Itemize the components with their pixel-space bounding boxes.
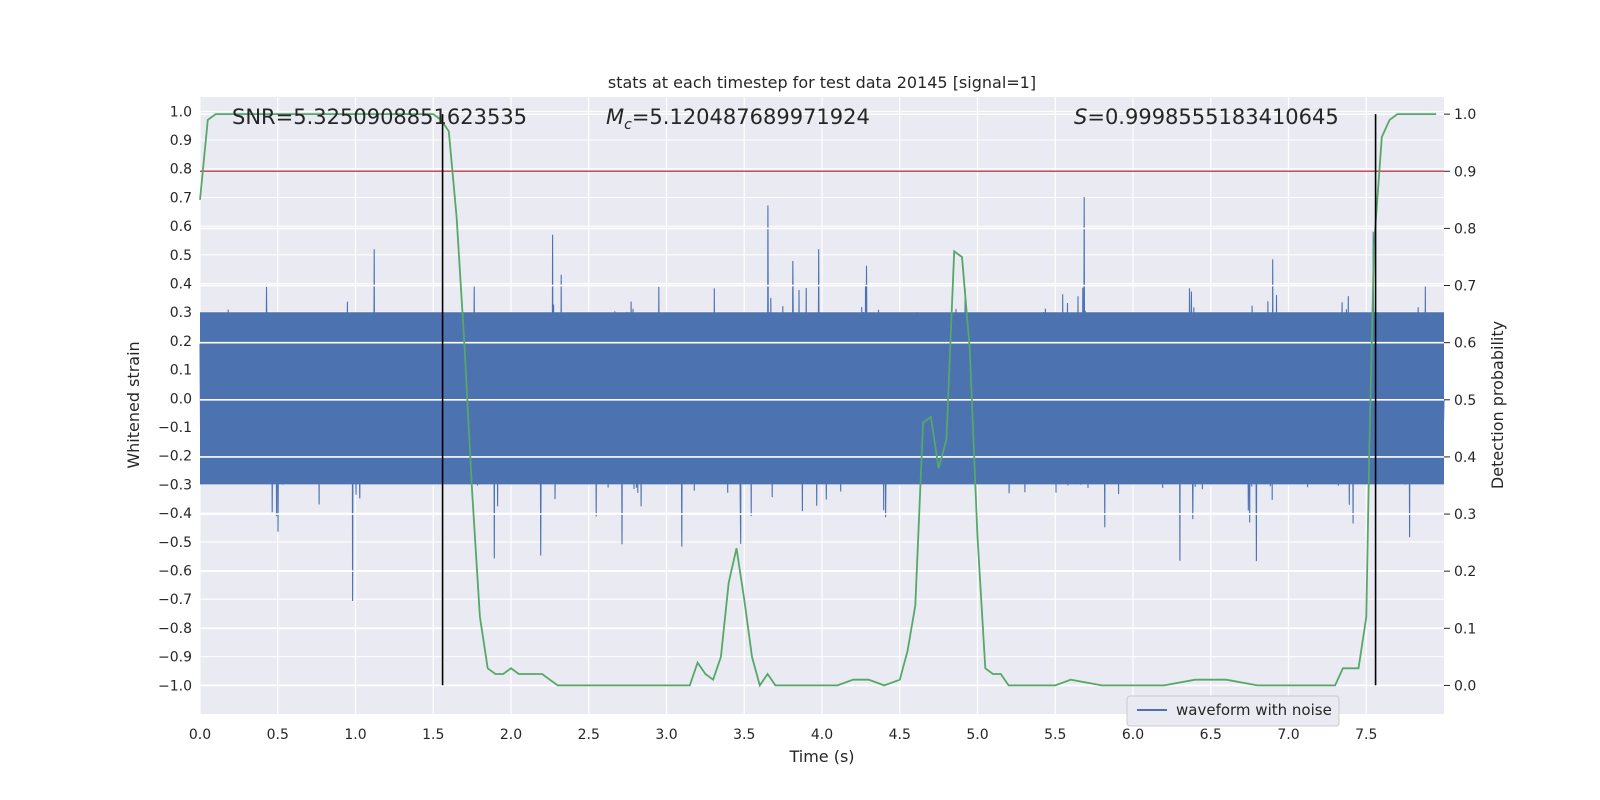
legend-box xyxy=(1126,695,1340,727)
x-tick-label: 6.0 xyxy=(1122,727,1144,743)
s-annotation: S=0.9998555183410645 xyxy=(1074,105,1339,129)
legend-entry: waveform with noise xyxy=(1176,701,1332,719)
vertical-markers xyxy=(441,114,1377,686)
waveform-with-noise-series xyxy=(199,196,1445,602)
x-tick-label: 3.5 xyxy=(733,727,755,743)
x-tick-label: 0.0 xyxy=(189,727,211,743)
y-left-tick-label: 0.0 xyxy=(170,391,192,407)
y-right-tick-label: 0.0 xyxy=(1454,678,1476,694)
x-tick-label: 7.5 xyxy=(1355,727,1377,743)
y-left-tick-label: −0.2 xyxy=(158,449,192,465)
x-tick-label: 6.5 xyxy=(1200,727,1222,743)
y-right-tick-label: 0.3 xyxy=(1454,507,1476,523)
x-tick-label: 1.0 xyxy=(344,727,366,743)
y-left-tick-label: −0.9 xyxy=(158,650,192,666)
x-tick-label: 3.0 xyxy=(655,727,677,743)
y-left-tick-label: −0.1 xyxy=(158,420,192,436)
detection-probability-line xyxy=(199,113,1437,688)
legend: waveform with noise xyxy=(1126,695,1340,727)
y-right-tick-label: 0.5 xyxy=(1454,393,1476,409)
x-tick-label: 4.0 xyxy=(811,727,833,743)
y-right-tick-label: 0.7 xyxy=(1454,279,1476,295)
x-tick-label: 0.5 xyxy=(267,727,289,743)
x-tick-label: 7.0 xyxy=(1277,727,1299,743)
y-left-tick-label: 0.3 xyxy=(170,305,192,321)
x-tick-label: 1.5 xyxy=(422,727,444,743)
x-tick-label: 5.0 xyxy=(966,727,988,743)
s-value: =0.9998555183410645 xyxy=(1087,105,1338,129)
y-right-tick-label: 1.0 xyxy=(1454,107,1476,123)
y-left-tick-label: −0.5 xyxy=(158,535,192,551)
x-tick-label: 2.0 xyxy=(500,727,522,743)
y-left-tick-label: 1.0 xyxy=(170,104,192,120)
y-left-tick-label: 0.8 xyxy=(170,162,192,178)
chirp-mass-symbol: M xyxy=(606,105,624,129)
waveform-dense-band xyxy=(200,312,1444,485)
y-left-tick-label: −0.7 xyxy=(158,592,192,608)
y-left-tick-label: 0.2 xyxy=(170,334,192,350)
y-left-tick-label: −1.0 xyxy=(158,678,192,694)
y-left-tick-label: −0.3 xyxy=(158,477,192,493)
y-left-tick-label: −0.4 xyxy=(158,506,192,522)
x-tick-label: 2.5 xyxy=(578,727,600,743)
chart-title: stats at each timestep for test data 201… xyxy=(608,73,1036,92)
snr-annotation: SNR=5.3250908851623535 xyxy=(232,105,527,129)
y-left-tick-label: −0.8 xyxy=(158,621,192,637)
y-left-tick-label: 0.6 xyxy=(170,219,192,235)
y-right-tick-label: 0.1 xyxy=(1454,621,1476,637)
y-right-tick-label: 0.8 xyxy=(1454,221,1476,237)
y-left-tick-label: 0.4 xyxy=(170,277,192,293)
y-right-tick-label: 0.4 xyxy=(1454,450,1476,466)
x-tick-labels: 0.0 0.5 1.0 1.5 2.0 2.5 3.0 3.5 4.0 4.5 5.0 5.5 6.0 6… xyxy=(189,727,1378,743)
y-right-tick-label: 0.6 xyxy=(1454,336,1476,352)
y-right-axis-label: Detection probability xyxy=(1488,321,1507,489)
chirp-mass-subscript: c xyxy=(624,117,632,133)
y-left-tick-label: 0.5 xyxy=(170,248,192,264)
y-left-tick-label: −0.6 xyxy=(158,564,192,580)
y-right-tick-labels: 0.0 0.1 0.2 0.3 0.4 0.5 0.6 0.7 0.8 0.9 1.0 xyxy=(1444,107,1476,694)
y-left-tick-label: 0.9 xyxy=(170,133,192,149)
s-symbol: S xyxy=(1074,105,1087,129)
chirp-mass-value: =5.120487689971924 xyxy=(632,105,870,129)
y-left-tick-label: 0.1 xyxy=(170,363,192,379)
x-axis-label: Time (s) xyxy=(788,747,854,766)
chirp-mass-annotation: Mc=5.120487689971924 xyxy=(606,105,870,133)
x-tick-label: 5.5 xyxy=(1044,727,1066,743)
y-right-tick-label: 0.9 xyxy=(1454,164,1476,180)
y-left-tick-labels: −1.0 −0.9 −0.8 −0.7 −0.6 −0.5 −0.4 −0.3 −0.2 −0.1… xyxy=(158,104,192,694)
y-left-axis-label: Whitened strain xyxy=(124,341,143,468)
y-right-tick-label: 0.2 xyxy=(1454,564,1476,580)
y-left-tick-label: 0.7 xyxy=(170,190,192,206)
x-tick-label: 4.5 xyxy=(889,727,911,743)
